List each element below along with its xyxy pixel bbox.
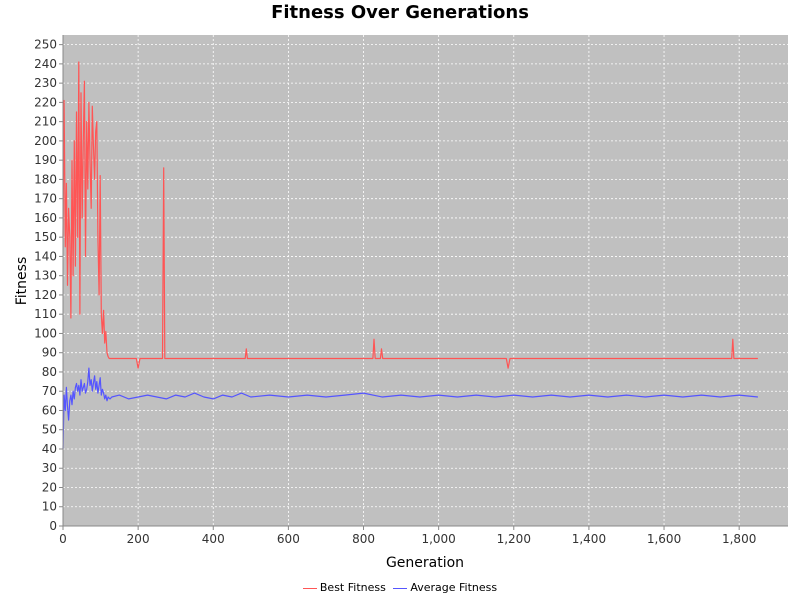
x-tick-label: 0 — [59, 532, 67, 546]
y-tick-label: 160 — [34, 211, 57, 225]
y-tick-label: 20 — [42, 480, 57, 494]
y-axis-label: Fitness — [14, 257, 30, 306]
y-tick-label: 150 — [34, 230, 57, 244]
y-tick-label: 120 — [34, 288, 57, 302]
legend-label-best-fitness: Best Fitness — [319, 581, 386, 594]
y-tick-label: 220 — [34, 95, 57, 109]
x-tick-label: 800 — [352, 532, 375, 546]
y-tick-label: 210 — [34, 115, 57, 129]
legend-item-average-fitness: Average Fitness — [393, 581, 497, 594]
y-tick-label: 180 — [34, 172, 57, 186]
y-tick-label: 0 — [49, 519, 57, 533]
y-tick-label: 70 — [42, 384, 57, 398]
y-tick-label: 50 — [42, 423, 57, 437]
y-tick-label: 80 — [42, 365, 57, 379]
y-tick-label: 10 — [42, 500, 57, 514]
y-tick-label: 130 — [34, 269, 57, 283]
y-tick-label: 100 — [34, 326, 57, 340]
chart-title: Fitness Over Generations — [271, 2, 529, 23]
legend: Best Fitness Average Fitness — [0, 581, 800, 594]
x-tick-label: 1,000 — [421, 532, 455, 546]
series-line-average-fitness — [62, 367, 758, 450]
y-tick-label: 110 — [34, 307, 57, 321]
y-tick-label: 230 — [34, 76, 57, 90]
x-tick-label: 200 — [127, 532, 150, 546]
legend-swatch-average-fitness — [393, 587, 408, 589]
y-tick-label: 140 — [34, 249, 57, 263]
legend-swatch-best-fitness — [302, 587, 317, 589]
x-tick-label: 600 — [277, 532, 300, 546]
y-tick-label: 200 — [34, 134, 57, 148]
legend-item-best-fitness: Best Fitness — [302, 581, 386, 594]
legend-label-average-fitness: Average Fitness — [410, 581, 498, 594]
x-axis-label: Generation — [386, 555, 464, 571]
y-axis-ticks: 0 10 20 30 40 50 60 70 80 90 100 110 120 130 140 150 160… — [34, 38, 63, 533]
series-layer — [62, 61, 758, 450]
x-tick-label: 400 — [202, 532, 225, 546]
x-axis-ticks: 0 200 400 600 800 1,000 1,200 1,400 1,600 1,800 — [59, 526, 756, 546]
x-tick-label: 1,200 — [497, 532, 531, 546]
x-tick-label: 1,400 — [572, 532, 606, 546]
y-tick-label: 240 — [34, 57, 57, 71]
y-tick-label: 90 — [42, 346, 57, 360]
x-tick-label: 1,600 — [647, 532, 681, 546]
y-tick-label: 30 — [42, 461, 57, 475]
y-tick-label: 170 — [34, 192, 57, 206]
y-tick-label: 250 — [34, 38, 57, 52]
series-line-best-fitness — [62, 61, 758, 369]
y-tick-label: 40 — [42, 442, 57, 456]
x-tick-label: 1,800 — [722, 532, 756, 546]
axes — [62, 35, 788, 527]
plot-area — [63, 35, 788, 526]
y-tick-label: 190 — [34, 153, 57, 167]
y-tick-label: 60 — [42, 403, 57, 417]
